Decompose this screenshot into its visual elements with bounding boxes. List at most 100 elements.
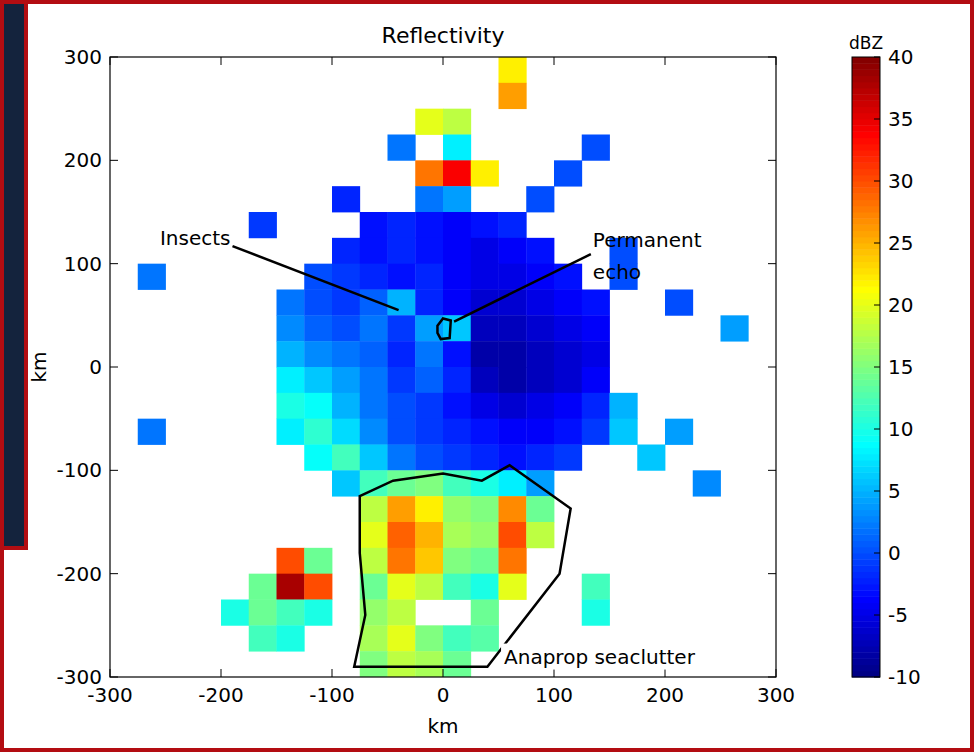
cell (471, 212, 499, 238)
cell (582, 315, 610, 341)
colorbar-segment (852, 255, 880, 262)
cell (388, 496, 416, 522)
colorbar-segment (852, 317, 880, 324)
colorbar-segment (852, 107, 880, 114)
cell (665, 290, 693, 316)
colorbar-segment (852, 206, 880, 213)
cell (471, 341, 499, 367)
cell (360, 548, 388, 574)
x-tick (443, 57, 444, 65)
colorbar-tick-label: -5 (888, 603, 908, 627)
cell (332, 445, 360, 471)
colorbar-segment (852, 125, 880, 132)
colorbar-segment (852, 386, 880, 393)
cell (332, 238, 360, 264)
colorbar-segment (852, 361, 880, 368)
cell (415, 496, 443, 522)
colorbar-tick-label: 0 (888, 541, 901, 565)
cell (471, 574, 499, 600)
cell (304, 445, 332, 471)
x-tick (665, 57, 666, 65)
cell (499, 341, 527, 367)
cell (415, 186, 443, 212)
cell (443, 367, 471, 393)
cell (526, 419, 554, 445)
cell (388, 290, 416, 316)
x-tick (110, 669, 111, 677)
cell (360, 393, 388, 419)
colorbar-segment (852, 286, 880, 293)
colorbar-tick-label: 5 (888, 479, 901, 503)
colorbar-tick-label: -10 (888, 665, 921, 689)
cell (499, 574, 527, 600)
cell (304, 264, 332, 290)
cell (332, 341, 360, 367)
colorbar-tick (874, 305, 880, 306)
colorbar-frame (852, 57, 880, 677)
colorbar-segment (852, 559, 880, 566)
cell (415, 212, 443, 238)
cell (526, 315, 554, 341)
colorbar-segment (852, 541, 880, 548)
cell (499, 212, 527, 238)
colorbar-segment (852, 485, 880, 492)
cell (415, 574, 443, 600)
cell (471, 315, 499, 341)
colorbar-segment (852, 57, 880, 64)
colorbar-segment (852, 144, 880, 151)
cell (582, 600, 610, 626)
cell (554, 393, 582, 419)
cell (526, 496, 554, 522)
colorbar-segment (852, 181, 880, 188)
colorbar-segment (852, 200, 880, 207)
cell (388, 238, 416, 264)
x-tick (554, 57, 555, 65)
colorbar-segment (852, 249, 880, 256)
colorbar-segment (852, 609, 880, 616)
y-tick-label: 300 (64, 45, 102, 69)
colorbar-segment (852, 429, 880, 436)
cell (443, 548, 471, 574)
colorbar-segment (852, 417, 880, 424)
colorbar-segment (852, 665, 880, 672)
cell (304, 367, 332, 393)
colorbar-segment (852, 516, 880, 523)
cell (471, 393, 499, 419)
cell (138, 264, 166, 290)
colorbar-segment (852, 212, 880, 219)
colorbar-segment (852, 410, 880, 417)
cell (388, 367, 416, 393)
colorbar-segment (852, 237, 880, 244)
y-tick-label: -200 (57, 562, 102, 586)
cell (332, 419, 360, 445)
cell (526, 238, 554, 264)
x-tick (665, 669, 666, 677)
cell (526, 522, 554, 548)
colorbar-tick-label: 10 (888, 417, 913, 441)
y-tick-label: 100 (64, 252, 102, 276)
cell (388, 135, 416, 161)
cell (360, 419, 388, 445)
colorbar-segment (852, 448, 880, 455)
x-tick-label: -200 (198, 683, 243, 707)
chart: -300-200-1000100200300-300-200-100010020… (0, 0, 974, 752)
colorbar-segment (852, 88, 880, 95)
x-tick (221, 57, 222, 65)
cell (415, 419, 443, 445)
colorbar-tick (874, 119, 880, 120)
cell (277, 393, 305, 419)
colorbar-segment (852, 367, 880, 374)
cell (499, 57, 527, 83)
colorbar-segment (852, 82, 880, 89)
annotation-line: Insects (160, 226, 231, 250)
colorbar-segment (852, 100, 880, 107)
x-tick-label: -100 (309, 683, 354, 707)
cell (526, 393, 554, 419)
colorbar-segment (852, 280, 880, 287)
cell (499, 367, 527, 393)
colorbar-tick-label: 15 (888, 355, 913, 379)
colorbar-segment (852, 578, 880, 585)
colorbar-tick (874, 181, 880, 182)
cell (443, 290, 471, 316)
cell (388, 548, 416, 574)
